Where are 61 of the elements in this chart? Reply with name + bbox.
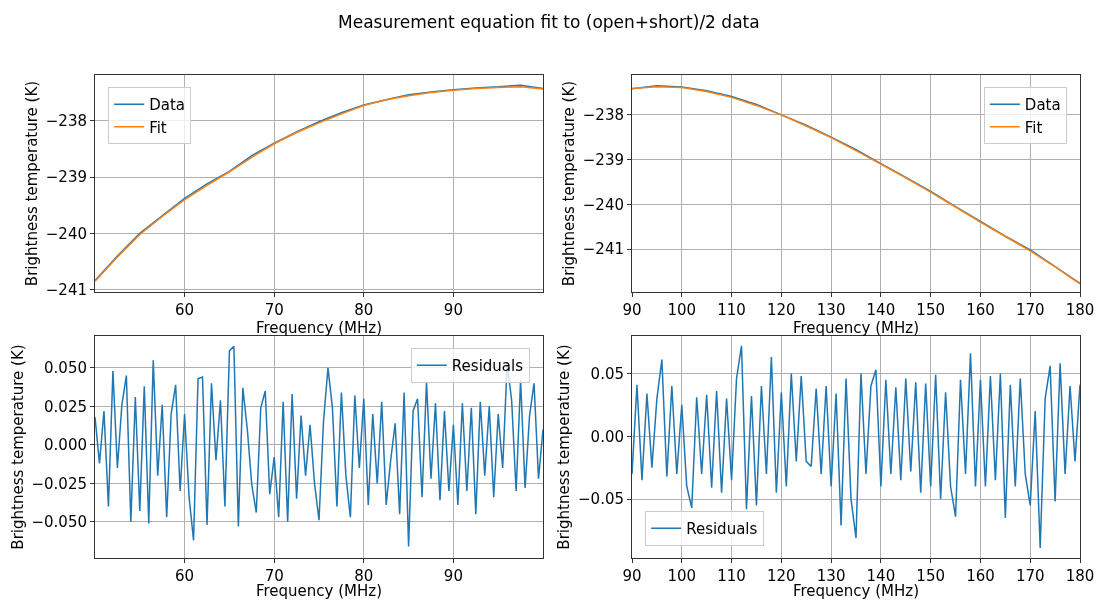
legend-label: Data <box>1024 96 1061 115</box>
x-tick-label: 160 <box>966 567 995 585</box>
legend-label: Fit <box>1024 118 1043 137</box>
x-tick-label: 130 <box>816 301 846 319</box>
y-tick-label: 0.050 <box>44 359 87 378</box>
x-tick-label: 80 <box>354 301 374 319</box>
y-tick-label: −238 <box>582 106 624 125</box>
x-tick-label: 70 <box>264 301 284 319</box>
x-tick-label: 110 <box>717 567 746 585</box>
x-tick-label: 120 <box>767 567 796 585</box>
x-tick-label: 130 <box>816 567 846 585</box>
x-tick-label: 90 <box>622 301 642 319</box>
y-tick-label: −0.025 <box>31 474 87 493</box>
x-tick-label: 70 <box>264 567 284 585</box>
x-tick-label: 110 <box>717 301 746 319</box>
x-tick-label: 180 <box>1065 567 1095 585</box>
x-tick-label: 170 <box>1015 301 1045 319</box>
legend-label: Data <box>149 96 185 115</box>
x-axis-title: Frequency (MHz) <box>255 319 383 337</box>
x-tick-label: 100 <box>667 301 697 319</box>
y-axis-title: Brightness temperature (K) <box>555 344 574 550</box>
x-axis-title: Frequency (MHz) <box>792 319 920 337</box>
line-series <box>632 345 1080 549</box>
x-tick-label: 150 <box>916 301 945 319</box>
y-tick-label: −239 <box>45 168 87 187</box>
y-tick-label: −0.05 <box>578 490 624 509</box>
y-tick-label: 0.00 <box>590 427 624 446</box>
y-tick-label: −240 <box>582 195 624 214</box>
x-tick-label: 80 <box>354 567 374 585</box>
y-axis-title: Brightness temperature (K) <box>560 80 579 287</box>
y-tick-label: −240 <box>45 224 87 243</box>
y-tick-label: 0.05 <box>590 364 624 383</box>
x-tick-label: 100 <box>667 567 697 585</box>
x-tick-label: 90 <box>443 301 463 319</box>
y-axis-title: Brightness temperature (K) <box>23 80 42 287</box>
y-tick-label: −241 <box>45 281 87 299</box>
legend-label: Residuals <box>686 520 758 539</box>
y-axis-title: Brightness temperature (K) <box>8 344 27 550</box>
y-tick-label: 0.000 <box>44 436 87 455</box>
x-tick-label: 140 <box>866 301 896 319</box>
x-tick-label: 150 <box>916 567 945 585</box>
x-tick-label: 170 <box>1015 567 1045 585</box>
legend-label: Fit <box>149 118 167 137</box>
x-tick-label: 90 <box>622 567 642 585</box>
x-tick-label: 140 <box>866 567 896 585</box>
y-tick-label: −238 <box>45 111 87 130</box>
line-series <box>95 345 543 548</box>
x-tick-label: 90 <box>443 567 463 585</box>
x-axis-title: Frequency (MHz) <box>255 582 383 600</box>
legend-label: Residuals <box>451 357 524 376</box>
x-tick-label: 120 <box>767 301 796 319</box>
x-tick-label: 60 <box>175 301 195 319</box>
y-tick-label: −241 <box>582 240 624 259</box>
y-tick-label: −0.050 <box>31 513 87 532</box>
x-tick-label: 60 <box>175 567 195 585</box>
x-tick-label: 180 <box>1065 301 1095 319</box>
x-tick-label: 160 <box>966 301 995 319</box>
chart-title: Measurement equation fit to (open+short)/2 data <box>338 12 760 32</box>
y-tick-label: 0.025 <box>44 397 87 416</box>
x-axis-title: Frequency (MHz) <box>792 582 920 600</box>
y-tick-label: −239 <box>582 150 624 169</box>
